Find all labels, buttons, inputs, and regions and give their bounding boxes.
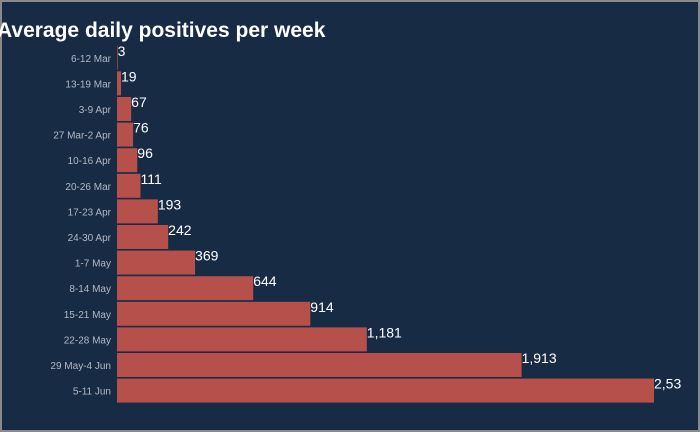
- y-tick-label: 22-28 May: [64, 335, 111, 346]
- bar: [117, 276, 254, 301]
- value-label: 67: [131, 94, 147, 110]
- bar: [117, 327, 367, 352]
- value-label: 2,53: [654, 376, 681, 392]
- y-tick-label: 20-26 Mar: [65, 182, 111, 193]
- value-label: 1,181: [367, 324, 402, 340]
- bar: [117, 97, 132, 121]
- bar: [117, 45, 118, 70]
- bar: [117, 148, 138, 173]
- y-tick-label: 24-30 Apr: [68, 233, 112, 244]
- bar: [117, 250, 196, 275]
- y-tick-label: 1-7 May: [75, 259, 111, 270]
- y-tick-label: 29 May-4 Jun: [50, 361, 111, 372]
- y-tick-label: 10-16 Apr: [68, 156, 112, 167]
- y-tick-label: 27 Mar-2 Apr: [53, 131, 111, 142]
- y-tick-label: 5-11 Jun: [73, 387, 111, 398]
- value-label: 193: [158, 196, 182, 212]
- value-label: 111: [140, 171, 161, 187]
- value-label: 369: [195, 248, 219, 264]
- y-tick-label: 13-19 Mar: [65, 79, 111, 90]
- bar: [117, 199, 158, 224]
- y-tick-label: 15-21 May: [64, 310, 111, 321]
- y-tick-label: 3-9 Apr: [79, 105, 112, 116]
- value-label: 242: [168, 222, 192, 238]
- y-tick-label: 17-23 Apr: [68, 207, 112, 218]
- chart-title: Average daily positives per week: [0, 19, 326, 42]
- value-label: 914: [310, 299, 334, 315]
- bar: [117, 173, 141, 198]
- y-tick-label: 6-12 Mar: [71, 54, 112, 65]
- bar: [117, 122, 134, 147]
- value-label: 1,913: [522, 350, 557, 366]
- value-label: 96: [137, 145, 153, 161]
- bar: [117, 353, 522, 377]
- value-label: 76: [133, 120, 149, 136]
- bar: [117, 71, 122, 96]
- value-label: 644: [253, 273, 277, 289]
- value-label: 3: [118, 43, 126, 59]
- bar: [117, 378, 654, 403]
- value-label: 19: [121, 68, 137, 84]
- bar: [117, 301, 311, 326]
- y-tick-label: 8-14 May: [69, 284, 111, 295]
- bar: [117, 225, 169, 249]
